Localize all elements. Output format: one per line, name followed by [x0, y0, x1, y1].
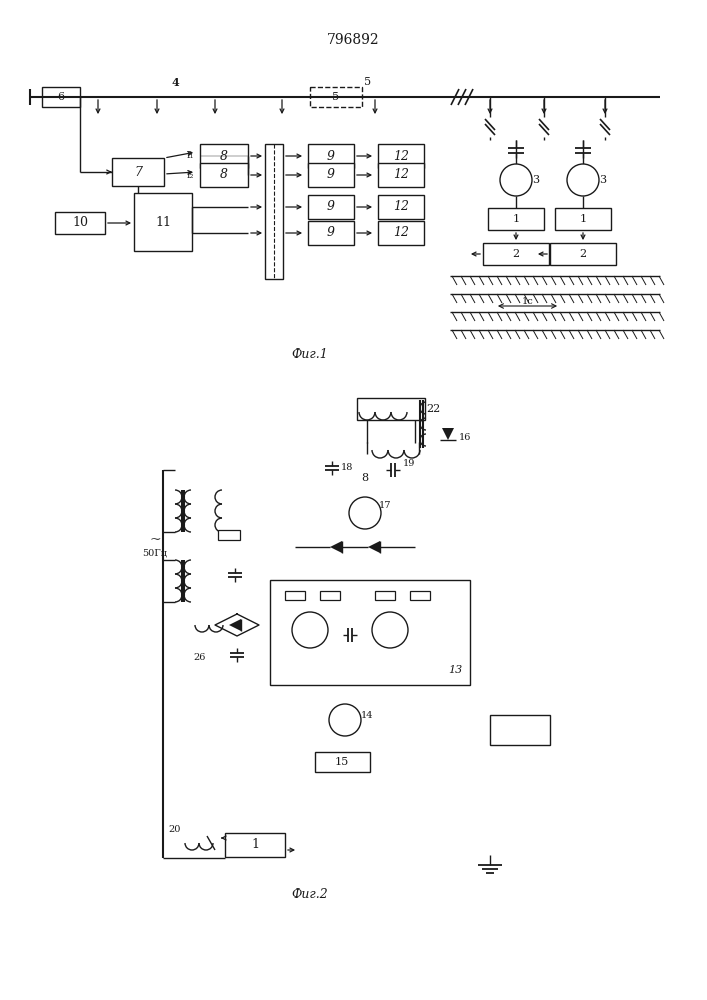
Text: f₂: f₂	[187, 170, 194, 180]
Circle shape	[349, 497, 381, 529]
Text: 20: 20	[169, 826, 181, 834]
Bar	[378, 195, 424, 219]
Text: 11: 11	[155, 216, 171, 229]
Text: 5: 5	[332, 92, 339, 102]
Text: 19: 19	[403, 458, 415, 468]
Text: 8: 8	[220, 149, 228, 162]
Bar	[218, 530, 240, 540]
Bar	[112, 158, 164, 186]
Bar	[200, 163, 248, 187]
Text: ~: ~	[149, 533, 160, 547]
Polygon shape	[368, 541, 380, 553]
Text: 3: 3	[600, 175, 607, 185]
Text: 9: 9	[327, 149, 335, 162]
Text: 2: 2	[580, 249, 587, 259]
Bar	[410, 590, 430, 599]
Bar	[488, 208, 544, 230]
Text: 15: 15	[335, 757, 349, 767]
Circle shape	[500, 164, 532, 196]
Bar	[285, 590, 305, 599]
Bar	[308, 195, 354, 219]
Bar	[378, 144, 424, 168]
Text: 5: 5	[364, 77, 372, 87]
Polygon shape	[330, 541, 342, 553]
Text: 1c: 1c	[522, 298, 534, 306]
Bar	[378, 163, 424, 187]
Bar	[550, 243, 616, 265]
Bar	[320, 590, 340, 599]
Text: f₁: f₁	[186, 150, 194, 159]
Text: 13: 13	[448, 665, 462, 675]
Bar	[308, 221, 354, 245]
Text: Фиг.2: Фиг.2	[291, 888, 328, 902]
Text: 796892: 796892	[327, 33, 380, 47]
Bar	[375, 590, 395, 599]
Circle shape	[292, 612, 328, 648]
Bar	[42, 87, 80, 107]
Text: 12: 12	[393, 227, 409, 239]
Bar	[55, 212, 105, 234]
Text: 12: 12	[393, 149, 409, 162]
Bar	[310, 87, 362, 107]
Text: 22: 22	[426, 404, 440, 414]
Text: 8: 8	[220, 168, 228, 182]
Text: Фиг.1: Фиг.1	[291, 349, 328, 361]
Bar	[265, 144, 283, 279]
Bar	[555, 208, 611, 230]
Bar	[357, 398, 425, 420]
Text: 1: 1	[580, 214, 587, 224]
Circle shape	[372, 612, 408, 648]
Circle shape	[329, 704, 361, 736]
Text: 9: 9	[327, 200, 335, 214]
Text: 9: 9	[327, 168, 335, 182]
Text: 2: 2	[513, 249, 520, 259]
Bar	[308, 144, 354, 168]
Polygon shape	[229, 619, 241, 631]
Text: 8: 8	[361, 473, 368, 483]
Bar	[225, 833, 285, 857]
Text: 16: 16	[459, 434, 471, 442]
Text: 1: 1	[251, 838, 259, 852]
Bar	[490, 715, 550, 745]
Bar	[200, 144, 248, 168]
Circle shape	[567, 164, 599, 196]
Text: 26: 26	[194, 654, 206, 662]
Text: 10: 10	[72, 217, 88, 230]
Bar	[308, 163, 354, 187]
Text: 1: 1	[513, 214, 520, 224]
Text: 50Гц: 50Гц	[143, 548, 168, 558]
Text: 7: 7	[134, 165, 142, 178]
Bar	[378, 221, 424, 245]
Text: 6: 6	[57, 92, 64, 102]
Text: 12: 12	[393, 168, 409, 182]
Bar	[315, 752, 370, 772]
Bar	[270, 580, 470, 685]
Bar	[134, 193, 192, 251]
Text: 14: 14	[361, 710, 373, 720]
Text: 18: 18	[341, 464, 354, 473]
Text: 17: 17	[379, 500, 391, 510]
Text: 4: 4	[171, 77, 179, 88]
Polygon shape	[442, 428, 454, 440]
Bar	[483, 243, 549, 265]
Text: 3: 3	[532, 175, 539, 185]
Text: 12: 12	[393, 200, 409, 214]
Text: 9: 9	[327, 227, 335, 239]
